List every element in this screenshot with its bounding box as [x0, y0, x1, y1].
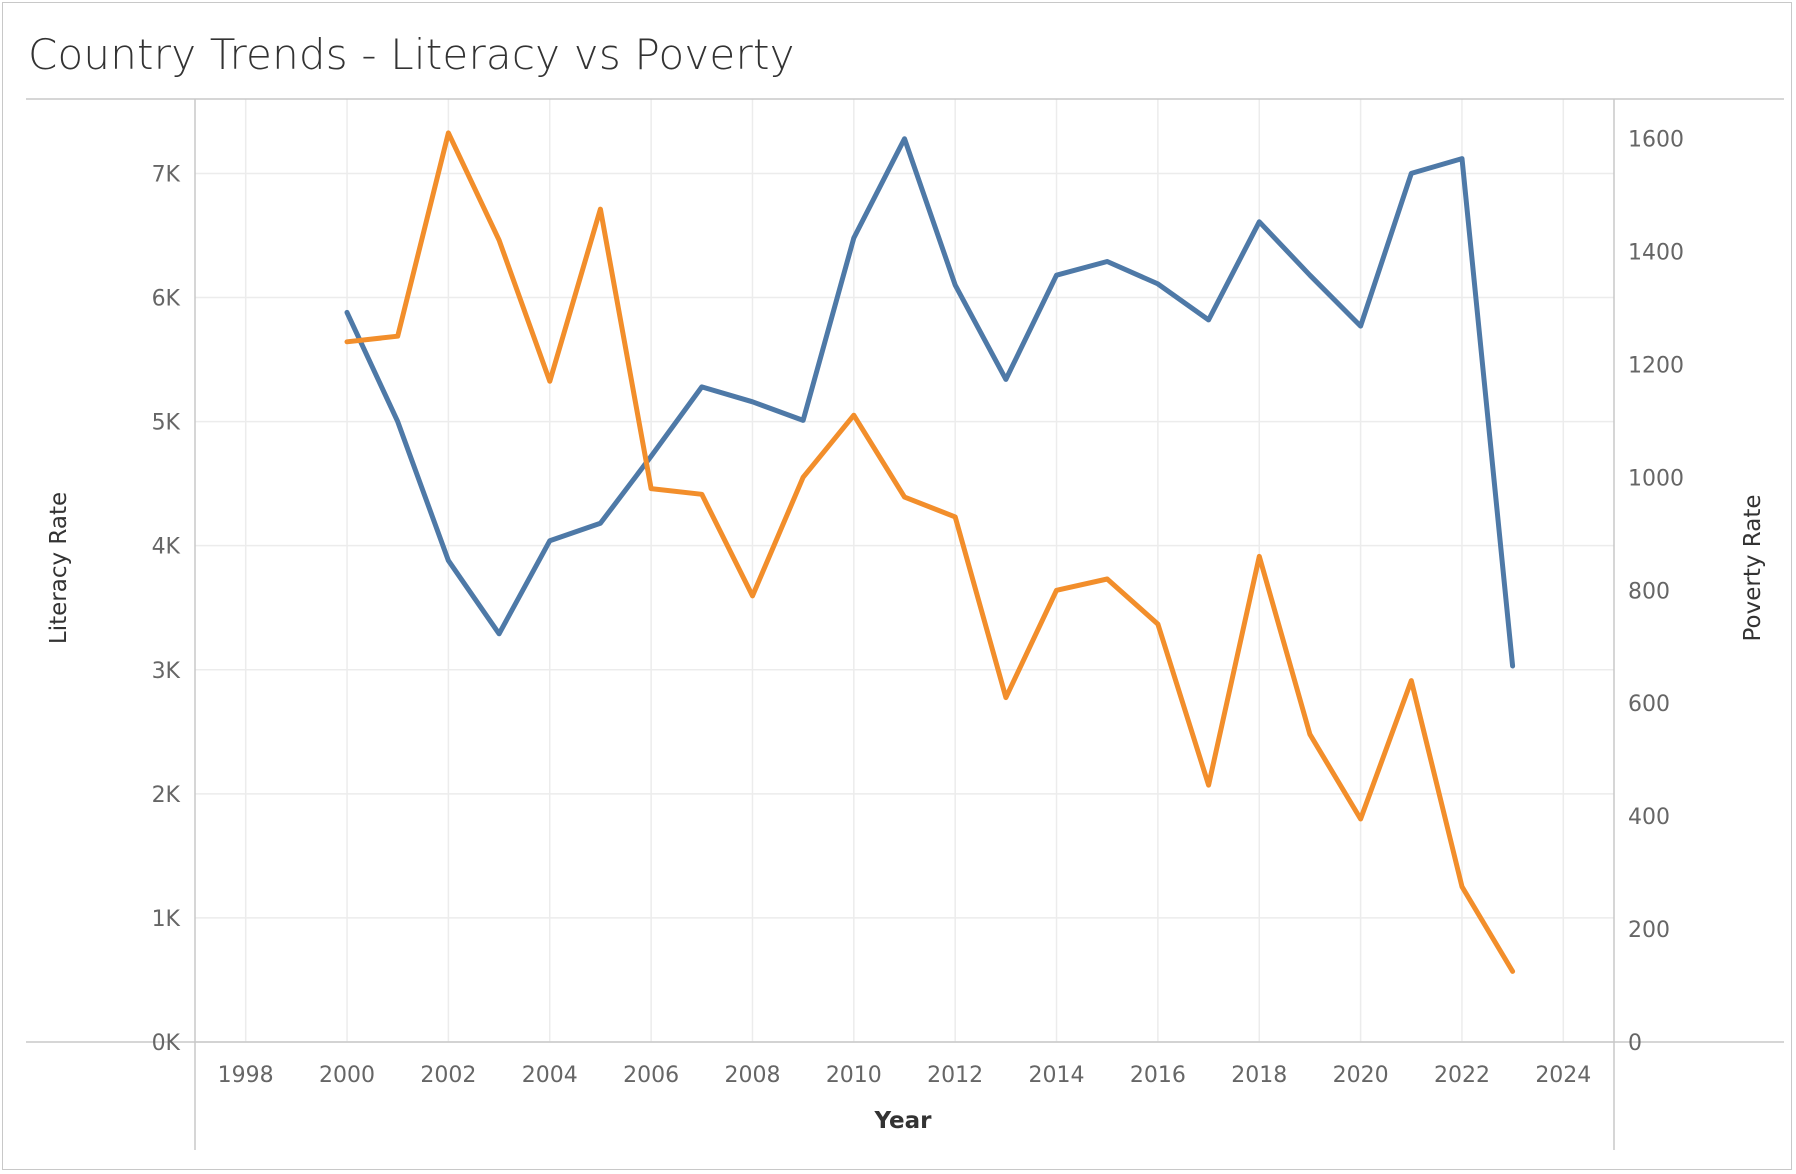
grid: [195, 99, 1614, 1043]
y-tick-label: 1K: [152, 907, 181, 932]
x-tick-label: 2022: [1434, 1063, 1490, 1088]
x-tick-label: 2002: [420, 1063, 476, 1088]
x-tick-label: 2008: [724, 1063, 780, 1088]
x-tick-label: 2010: [826, 1063, 882, 1088]
y-tick-label: 7K: [152, 162, 181, 187]
x-tick-label: 2012: [927, 1063, 983, 1088]
y2-axis-label: Poverty Rate: [1740, 494, 1766, 641]
y2-tick-label: 1400: [1628, 240, 1684, 265]
axis-lines: [26, 98, 1784, 1150]
x-tick-label: 2014: [1029, 1063, 1085, 1088]
y-tick-label: 5K: [152, 411, 181, 436]
y2-tick-label: 800: [1628, 579, 1670, 604]
y2-tick-label: 200: [1628, 918, 1670, 943]
y-tick-label: 6K: [152, 287, 181, 312]
y-tick-label: 2K: [152, 783, 181, 808]
x-tick-label: 2004: [522, 1063, 578, 1088]
literacy-rate-line: [344, 136, 1516, 669]
series-lines: [344, 130, 1516, 974]
x-tick-label: 2000: [319, 1063, 375, 1088]
y-tick-label: 0K: [152, 1031, 181, 1056]
tick-labels: 1998 2000 2002 2004 2006 2008 2010 2012 2014 2016…: [152, 128, 1684, 1088]
y2-tick-label: 1000: [1628, 466, 1684, 491]
y2-tick-label: 1600: [1628, 128, 1684, 153]
y-tick-label: 4K: [152, 535, 181, 560]
x-tick-label: 2024: [1535, 1063, 1591, 1088]
y-tick-label: 3K: [152, 659, 181, 684]
y2-tick-label: 1200: [1628, 353, 1684, 378]
x-tick-label: 2016: [1130, 1063, 1186, 1088]
y2-tick-label: 400: [1628, 805, 1670, 830]
y-axis-label: Literacy Rate: [46, 492, 72, 644]
x-tick-label: 2006: [623, 1063, 679, 1088]
x-tick-label: 2018: [1231, 1063, 1287, 1088]
y2-tick-label: 600: [1628, 692, 1670, 717]
y2-tick-label: 0: [1628, 1031, 1642, 1056]
x-axis-label: Year: [873, 1108, 932, 1134]
x-tick-label: 1998: [218, 1063, 274, 1088]
poverty-rate-line: [344, 130, 1516, 974]
chart-title: Country Trends - Literacy vs Poverty: [28, 30, 795, 79]
x-tick-label: 2020: [1333, 1063, 1389, 1088]
